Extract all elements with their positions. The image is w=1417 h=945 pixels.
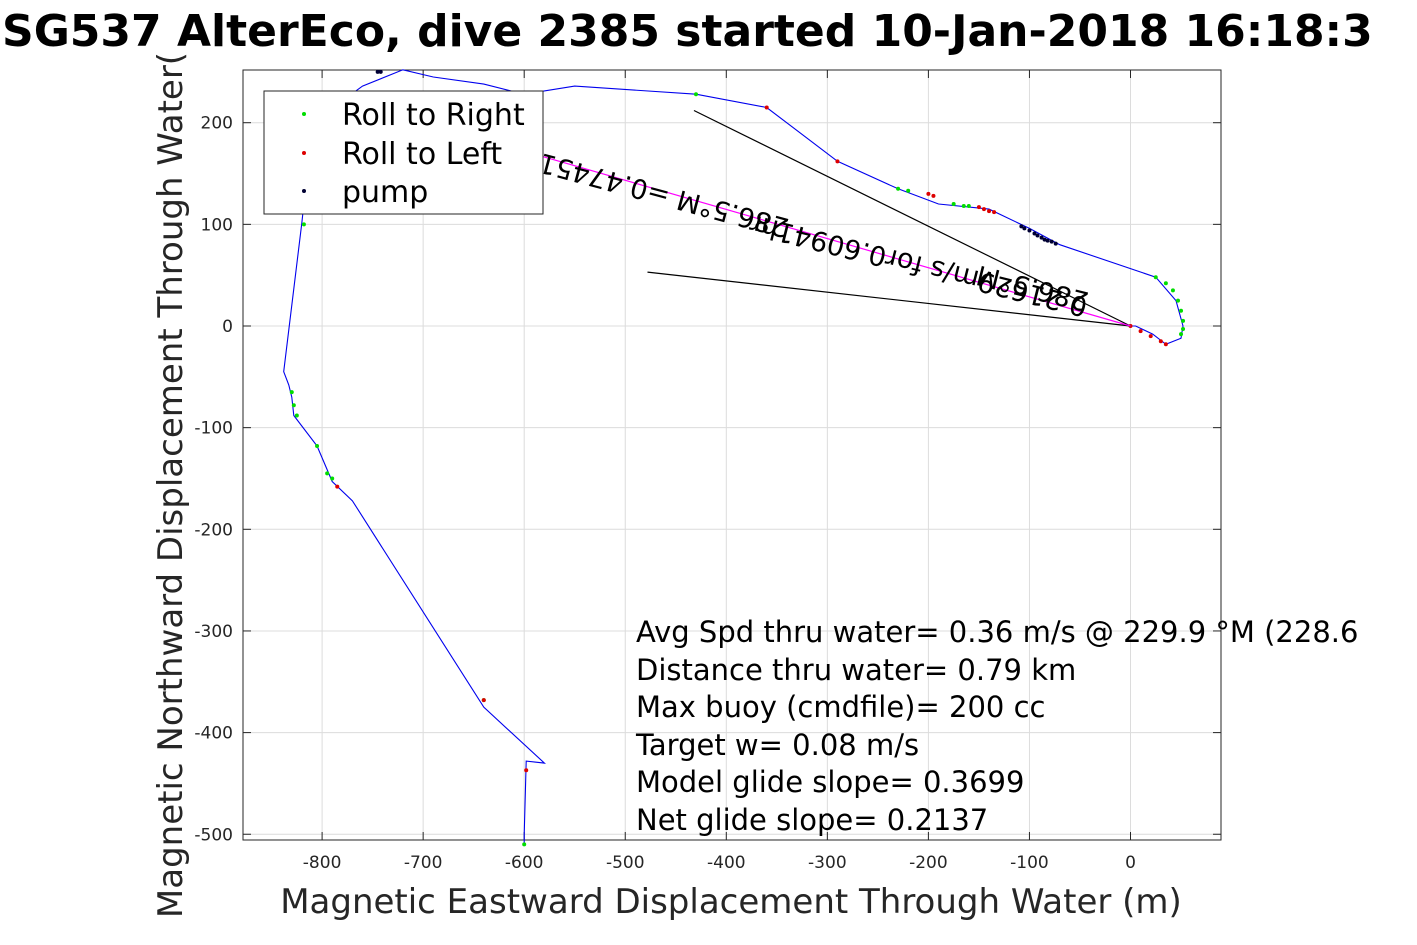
roll-left-point xyxy=(764,105,769,110)
y-tick-label: 200 xyxy=(201,114,233,134)
info-avg-speed: Avg Spd thru water= 0.36 m/s @ 229.9 °M … xyxy=(636,615,1358,649)
legend-label-roll-right: Roll to Right xyxy=(342,98,525,133)
roll-left-point xyxy=(987,209,992,214)
info-distance: Distance thru water= 0.79 km xyxy=(636,653,1076,687)
roll-right-point xyxy=(291,403,296,408)
x-axis-label: Magnetic Eastward Displacement Through W… xyxy=(280,882,1182,922)
roll-right-point xyxy=(522,842,527,847)
roll-left-point xyxy=(976,205,981,210)
roll-right-point xyxy=(325,471,330,476)
roll-right-point xyxy=(951,202,956,207)
roll-right-point xyxy=(330,476,335,481)
roll-right-point xyxy=(1179,332,1184,337)
legend-label-pump: pump xyxy=(342,175,428,210)
x-tick-label: 0 xyxy=(1125,853,1136,873)
roll-right-point xyxy=(1181,318,1186,323)
x-tick-label: -800 xyxy=(303,853,342,873)
roll-right-point xyxy=(966,204,971,209)
current-vector-line xyxy=(647,271,1131,327)
x-tick-label: -400 xyxy=(707,853,746,873)
roll-left-point xyxy=(931,193,936,198)
x-tick-label: -300 xyxy=(808,853,847,873)
x-tick-label: -200 xyxy=(909,853,948,873)
chart-title: SG537 AlterEco, dive 2385 started 10-Jan… xyxy=(2,6,1373,57)
x-tick-label: -700 xyxy=(404,853,443,873)
roll-left-point xyxy=(992,210,997,215)
roll-left-point xyxy=(1158,339,1163,344)
pump-point xyxy=(1035,233,1040,238)
x-tick-label: -100 xyxy=(1010,853,1049,873)
legend-marker-roll-left xyxy=(302,151,306,155)
roll-right-point xyxy=(1163,281,1168,286)
roll-right-point xyxy=(693,92,698,97)
y-tick-label: 100 xyxy=(201,215,233,235)
y-axis-label: Magnetic Northward Displacement Through … xyxy=(151,52,191,918)
y-tick-label: -500 xyxy=(194,825,233,845)
x-tick-label: -600 xyxy=(505,853,544,873)
roll-right-point xyxy=(1153,275,1158,280)
roll-right-point xyxy=(315,443,320,448)
roll-left-point xyxy=(1163,342,1168,347)
pump-point xyxy=(1049,239,1054,244)
roll-left-point xyxy=(335,484,340,489)
current-vector-line xyxy=(693,109,1131,327)
pump-point xyxy=(1022,226,1027,231)
y-tick-label: -200 xyxy=(194,520,233,540)
pump-point xyxy=(1039,235,1044,240)
roll-left-point xyxy=(835,159,840,164)
roll-left-point xyxy=(481,698,486,703)
roll-left-point xyxy=(524,768,529,773)
info-max-buoy: Max buoy (cmdfile)= 200 cc xyxy=(636,690,1045,724)
info-net-glide: Net glide slope= 0.2137 xyxy=(636,803,988,837)
roll-left-point xyxy=(1148,334,1153,339)
roll-right-point xyxy=(301,222,306,227)
roll-left-point xyxy=(926,191,931,196)
roll-right-point xyxy=(1175,298,1180,303)
pump-point xyxy=(1053,241,1058,246)
pump-point xyxy=(1042,237,1047,242)
series-layer xyxy=(283,69,1186,847)
y-tick-label: -400 xyxy=(194,724,233,744)
roll-left-point xyxy=(1138,329,1143,334)
info-text-block: Avg Spd thru water= 0.36 m/s @ 229.9 °M … xyxy=(635,615,1358,837)
current-vector-line xyxy=(524,150,1131,327)
legend-box xyxy=(263,90,544,215)
roll-right-point xyxy=(289,390,294,395)
roll-right-point xyxy=(961,204,966,209)
y-tick-label: -100 xyxy=(194,419,233,439)
roll-right-point xyxy=(896,186,901,191)
x-tick-label: -500 xyxy=(606,853,645,873)
plot-frame xyxy=(242,69,1222,841)
info-model-glide: Model glide slope= 0.3699 xyxy=(636,765,1024,799)
y-tick-label: -300 xyxy=(194,622,233,642)
roll-right-point xyxy=(294,413,299,418)
roll-right-point xyxy=(1179,308,1184,313)
grid xyxy=(243,70,1221,840)
info-target-w: Target w= 0.08 m/s xyxy=(635,728,919,762)
pump-point xyxy=(375,69,380,74)
roll-right-point xyxy=(1181,327,1186,332)
legend-marker-roll-right xyxy=(302,112,306,116)
current-vector-lines xyxy=(524,109,1131,327)
legend: Roll to Right Roll to Left pump xyxy=(263,90,544,215)
legend-marker-pump xyxy=(302,189,306,193)
pump-point xyxy=(1019,224,1024,229)
pump-point xyxy=(1045,238,1050,243)
pump-point xyxy=(1027,228,1032,233)
y-tick-label: 0 xyxy=(222,317,233,337)
roll-right-point xyxy=(1170,288,1175,293)
pump-point xyxy=(1032,231,1037,236)
roll-left-point xyxy=(981,207,986,212)
axis-ticks: -800 -700 -600 -500 -400 -300 -200 -100 0 200 100 0… xyxy=(194,70,1221,873)
roll-right-point xyxy=(906,188,911,193)
pump-point xyxy=(378,69,383,74)
legend-label-roll-left: Roll to Left xyxy=(342,137,502,172)
